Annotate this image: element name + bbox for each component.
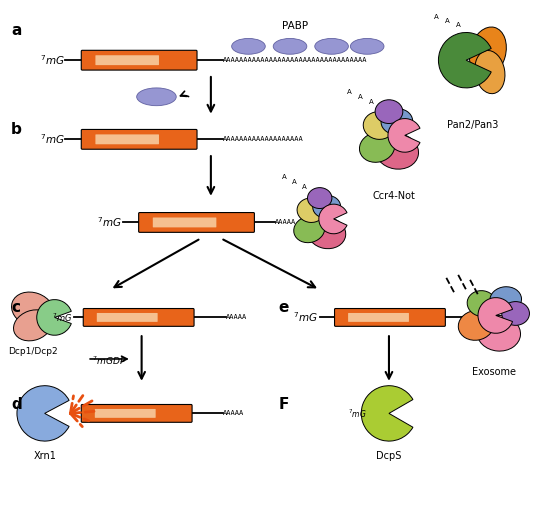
Ellipse shape <box>502 301 529 325</box>
Text: c: c <box>11 299 20 315</box>
Text: AAAAAAAAAAAAAAAAAAAAAAAAAAAAAAAAAA: AAAAAAAAAAAAAAAAAAAAAAAAAAAAAAAAAA <box>223 57 367 63</box>
Text: e: e <box>278 299 289 315</box>
Wedge shape <box>36 299 71 335</box>
Text: AAAAA: AAAAA <box>226 315 247 320</box>
Text: Exosome: Exosome <box>472 367 516 377</box>
Text: Xrn1: Xrn1 <box>33 451 56 461</box>
Text: PABP: PABP <box>282 21 308 31</box>
Ellipse shape <box>363 111 395 139</box>
Text: Dcp1/Dcp2: Dcp1/Dcp2 <box>8 347 58 356</box>
Ellipse shape <box>469 27 507 78</box>
Wedge shape <box>361 385 413 441</box>
Text: Pan2/Pan3: Pan2/Pan3 <box>447 119 499 129</box>
Wedge shape <box>388 119 420 152</box>
Ellipse shape <box>475 51 505 93</box>
Text: A: A <box>291 179 296 185</box>
FancyBboxPatch shape <box>81 404 192 422</box>
Ellipse shape <box>307 187 332 209</box>
Text: A: A <box>358 94 363 100</box>
Ellipse shape <box>477 315 520 351</box>
Ellipse shape <box>359 132 395 162</box>
Ellipse shape <box>273 39 307 54</box>
Text: Ccr4-Not: Ccr4-Not <box>373 191 415 201</box>
Ellipse shape <box>13 310 52 341</box>
Ellipse shape <box>381 109 413 135</box>
Text: $^{7}$mG: $^{7}$mG <box>40 133 65 146</box>
Text: F: F <box>278 397 289 411</box>
Text: A: A <box>301 184 306 190</box>
Ellipse shape <box>232 39 265 54</box>
Ellipse shape <box>315 39 348 54</box>
FancyBboxPatch shape <box>96 135 159 144</box>
Text: $^{7}$mG: $^{7}$mG <box>52 311 72 324</box>
Ellipse shape <box>297 198 325 222</box>
Text: $^{7}$mG: $^{7}$mG <box>40 53 65 67</box>
FancyBboxPatch shape <box>81 50 197 70</box>
Text: a: a <box>11 23 22 37</box>
Text: $^{7}$mG: $^{7}$mG <box>293 310 318 324</box>
FancyBboxPatch shape <box>96 55 159 65</box>
Text: $^{7}$mGDP: $^{7}$mGDP <box>92 355 127 367</box>
Text: A: A <box>281 174 286 180</box>
Ellipse shape <box>490 287 521 313</box>
Text: A: A <box>369 99 373 105</box>
Ellipse shape <box>458 310 494 340</box>
Ellipse shape <box>294 216 325 243</box>
Text: $^{7}$mG: $^{7}$mG <box>97 215 122 229</box>
FancyBboxPatch shape <box>95 409 155 418</box>
Text: AAAAAAAAAAAAAAAAAAA: AAAAAAAAAAAAAAAAAAA <box>223 136 304 143</box>
Text: d: d <box>11 397 22 411</box>
Text: b: b <box>11 121 22 137</box>
Text: A: A <box>347 89 352 95</box>
Text: A: A <box>445 17 450 24</box>
FancyBboxPatch shape <box>81 129 197 149</box>
Text: AAAAA: AAAAA <box>275 220 296 225</box>
Text: A: A <box>434 14 439 20</box>
Ellipse shape <box>351 39 384 54</box>
FancyBboxPatch shape <box>335 308 445 326</box>
FancyBboxPatch shape <box>153 218 216 228</box>
Ellipse shape <box>12 292 54 327</box>
Text: AAAAA: AAAAA <box>223 410 244 417</box>
FancyBboxPatch shape <box>348 313 409 322</box>
Ellipse shape <box>375 133 419 169</box>
Ellipse shape <box>375 100 403 124</box>
Text: $^{7}$mG: $^{7}$mG <box>348 407 367 420</box>
Wedge shape <box>319 204 347 234</box>
Wedge shape <box>17 385 69 441</box>
FancyBboxPatch shape <box>139 213 254 232</box>
FancyBboxPatch shape <box>84 308 194 326</box>
Wedge shape <box>478 298 513 333</box>
Ellipse shape <box>137 88 176 106</box>
Text: DcpS: DcpS <box>376 451 401 461</box>
Ellipse shape <box>467 290 497 316</box>
Wedge shape <box>439 33 491 88</box>
FancyBboxPatch shape <box>97 313 158 322</box>
Text: A: A <box>456 22 461 27</box>
Ellipse shape <box>307 217 346 249</box>
Ellipse shape <box>313 195 341 218</box>
